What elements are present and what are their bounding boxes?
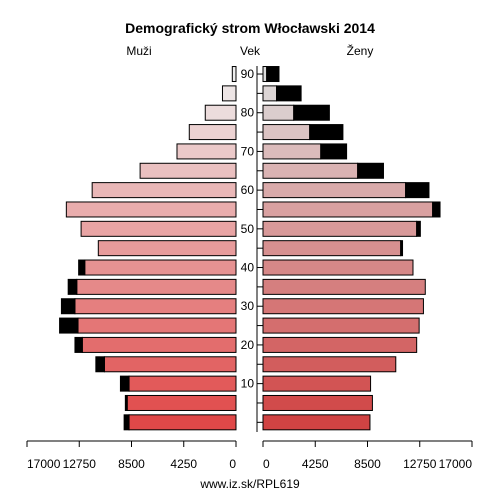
women-bar [262,104,295,121]
men-bar [176,143,237,160]
men-bar [91,182,237,199]
age-tick-label: 50 [241,222,255,236]
men-surplus-bar [95,356,105,373]
age-tick-label: 30 [241,299,255,313]
men-bar [80,220,237,237]
x-tick-label: 0 [263,457,270,471]
women-surplus-bar [309,124,344,141]
men-bar [221,85,237,102]
men-bar [139,162,237,179]
men-bar [65,201,237,218]
men-bar [126,394,237,411]
women-bar [262,85,278,102]
women-bar [262,143,322,160]
women-bar [262,278,426,295]
men-surplus-bar [59,317,79,334]
men-bar [204,104,237,121]
women-bar [262,375,372,392]
men-bar [81,336,237,353]
women-bar [262,336,418,353]
age-tick-label: 80 [241,106,255,120]
age-tick-label: 90 [241,67,255,81]
x-axis-women: 0 4250 8500 12750 17000 [262,440,473,471]
men-bar [128,414,237,431]
men-bar [231,66,237,83]
age-label: Vek [240,44,261,58]
x-tick-label: 0 [229,457,236,471]
age-tick-label: 10 [241,377,255,391]
women-surplus-bar [416,220,421,237]
men-surplus-bar [67,278,78,295]
men-surplus-bar [78,259,86,276]
women-bar [262,220,418,237]
men-bar [97,240,237,257]
women-surplus-bar [276,85,302,102]
men-bar [128,375,237,392]
women-bar [262,162,359,179]
chart-title: Demografický strom Włocławski 2014 [125,20,375,36]
women-surplus-bar [293,104,330,121]
men-surplus-bar [60,298,76,315]
age-tick-label: 60 [241,183,255,197]
x-tick-label: 17000 [439,457,473,471]
women-surplus-bar [357,162,384,179]
women-bar [262,317,420,334]
men-surplus-bar [123,414,130,431]
women-surplus-bar [266,66,280,83]
x-tick-label: 4250 [170,457,197,471]
men-label: Muži [126,44,151,58]
men-bar [84,259,237,276]
women-bar [262,356,397,373]
x-tick-label: 12750 [63,457,97,471]
men-bar [76,278,237,295]
women-bar [262,240,402,257]
women-bar [262,394,373,411]
x-tick-label: 4250 [302,457,329,471]
age-tick-label: 70 [241,144,255,158]
women-label: Ženy [347,43,374,58]
men-bars [59,66,237,431]
men-bar [103,356,237,373]
men-bar [74,298,237,315]
women-surplus-bar [405,182,430,199]
x-tick-label: 8500 [118,457,145,471]
age-tick-label: 20 [241,338,255,352]
x-tick-label: 12750 [403,457,437,471]
men-surplus-bar [124,394,128,411]
men-surplus-bar [74,336,83,353]
men-bar [77,317,237,334]
women-bar [262,414,371,431]
women-bars [262,66,441,431]
women-surplus-bar [432,201,441,218]
women-bar [262,298,424,315]
x-axis-men: 17000 12750 8500 4250 0 [26,440,237,471]
x-tick-label: 8500 [354,457,381,471]
women-bar [262,66,268,83]
footer-source: www.iz.sk/RPL619 [199,477,300,491]
women-surplus-bar [320,143,348,160]
women-bar [262,201,434,218]
women-bar [262,124,311,141]
women-bar [262,182,407,199]
women-surplus-bar [400,240,404,257]
men-surplus-bar [119,375,130,392]
age-tick-label: 40 [241,261,255,275]
men-bar [188,124,237,141]
women-bar [262,259,414,276]
age-axis: 10 20 30 40 50 60 70 80 90 [241,66,263,432]
x-tick-label: 17000 [27,457,61,471]
